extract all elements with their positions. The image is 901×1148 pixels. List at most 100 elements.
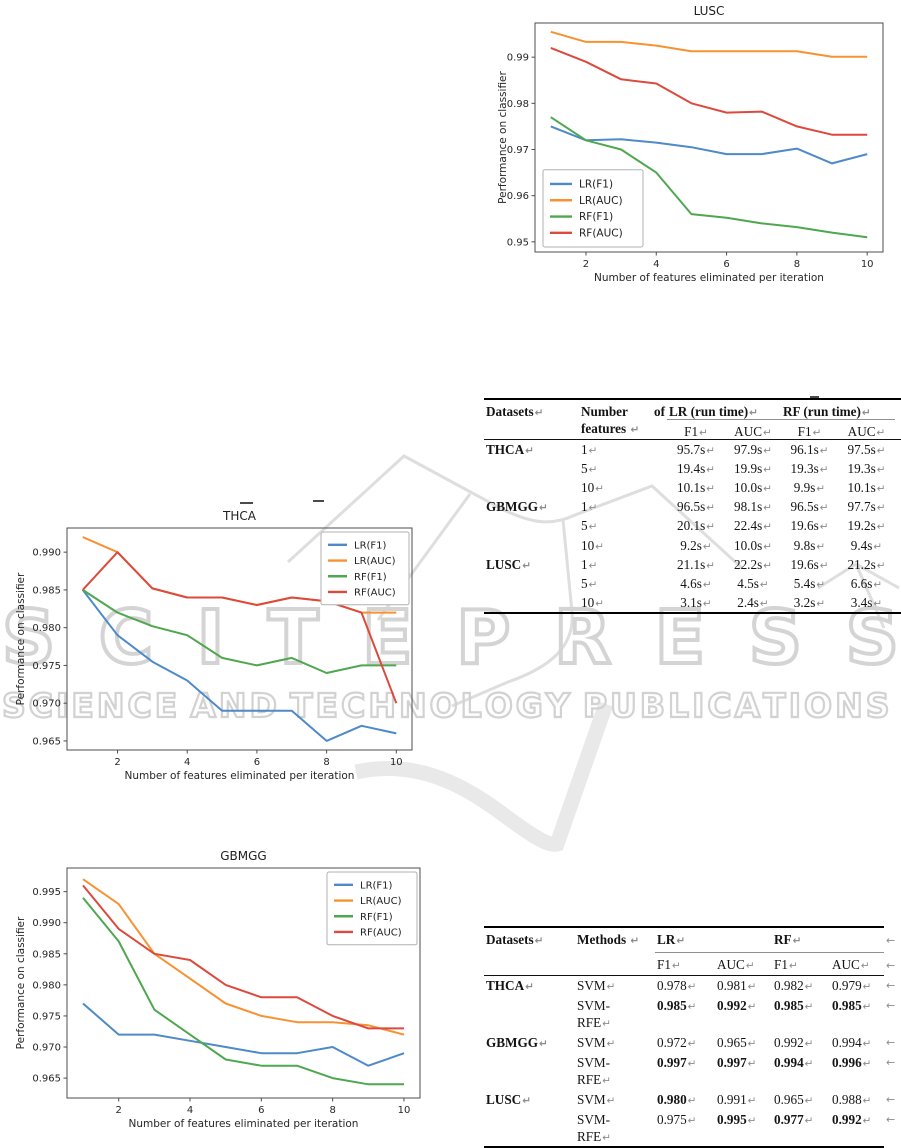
cell-value: 0.972↵ bbox=[657, 1034, 697, 1050]
pilcrow-mark: ↵ bbox=[804, 1037, 814, 1050]
series-LR(F1) bbox=[550, 125, 868, 165]
subheader-auc-1: AUC↵ bbox=[734, 424, 772, 439]
chart-gbmgg: GBMGG 0.965 0.970 0.975 0.980 0.985 0.990 0.995… bbox=[15, 849, 421, 1130]
y-tick-label: 0.975 bbox=[32, 1011, 61, 1022]
pilcrow-mark: ↵ bbox=[763, 559, 773, 572]
table-row: LUSC↵ SVM↵ 0.980↵ 0.991↵ 0.965↵ 0.988↵ ← bbox=[484, 1090, 899, 1110]
cell-dataset bbox=[484, 575, 579, 594]
x-tick-label: 8 bbox=[794, 259, 800, 270]
pilcrow-mark: ↵ bbox=[588, 463, 598, 476]
pilcrow-mark: ↵ bbox=[687, 981, 697, 994]
pilcrow-mark: ↵ bbox=[534, 407, 544, 419]
cell-value: 19.6s↵ bbox=[790, 556, 829, 572]
cell-value: 0.975↵ bbox=[657, 1111, 697, 1127]
x-tick-label: 2 bbox=[114, 757, 120, 768]
legend-label: LR(F1) bbox=[360, 880, 393, 891]
stray-mark bbox=[313, 500, 324, 502]
cell-value: 0.985↵ bbox=[774, 998, 814, 1014]
x-tick-label: 4 bbox=[653, 259, 659, 270]
header-group-rf: RF↵ bbox=[772, 928, 884, 953]
pilcrow-mark: ↵ bbox=[876, 559, 886, 572]
cell-value: 0.992↵ bbox=[774, 1034, 814, 1050]
pilcrow-mark: ↵ bbox=[539, 1037, 548, 1050]
x-tick-label: 8 bbox=[329, 1105, 335, 1116]
cell-dataset: LUSC↵ bbox=[486, 556, 531, 572]
pilcrow-mark: ↵ bbox=[804, 1114, 814, 1127]
cell-value: 4.5s↵ bbox=[737, 575, 769, 591]
cell-value: 0.981↵ bbox=[717, 978, 757, 994]
pilcrow-mark: ↵ bbox=[630, 424, 640, 437]
pilcrow-mark: ↵ bbox=[819, 463, 829, 476]
pilcrow-mark: ↵ bbox=[819, 502, 829, 515]
cell-value: 97.5s↵ bbox=[847, 441, 886, 457]
pilcrow-mark: ↵ bbox=[687, 1057, 697, 1070]
subheader-f1-0: F1↵ bbox=[657, 957, 681, 972]
table-top-rule bbox=[484, 926, 884, 928]
pilcrow-mark: ↵ bbox=[539, 502, 548, 515]
cell-value: 0.978↵ bbox=[657, 978, 697, 994]
legend-label: LR(AUC) bbox=[354, 556, 396, 567]
pilcrow-mark: ↵ bbox=[819, 559, 829, 572]
cell-value: 0.977↵ bbox=[774, 1111, 814, 1127]
stray-mark bbox=[240, 502, 253, 504]
pilcrow-mark: ↵ bbox=[630, 935, 640, 947]
cell-value: 0.997↵ bbox=[657, 1054, 697, 1070]
pilcrow-mark: ↵ bbox=[876, 427, 886, 439]
pilcrow-mark: ↵ bbox=[763, 521, 773, 534]
pilcrow-mark: ↵ bbox=[804, 1057, 814, 1070]
x-tick-label: 6 bbox=[723, 259, 729, 270]
cell-features: 1↵ bbox=[581, 441, 598, 457]
pilcrow-mark: ↵ bbox=[819, 521, 829, 534]
header-col2: Number of features ↵ bbox=[581, 404, 665, 437]
table-header: Datasets↵ Number of features ↵ LR (run tim… bbox=[484, 400, 901, 439]
pilcrow-mark: ↵ bbox=[606, 981, 616, 994]
pilcrow-mark: ↵ bbox=[534, 935, 544, 947]
cell-method: SVM↵ bbox=[577, 1034, 616, 1050]
x-tick-label: 10 bbox=[398, 1105, 411, 1116]
table-row: 5↵ 19.4s↵ 19.9s↵ 19.3s↵ 19.3s↵ bbox=[484, 459, 901, 478]
pilcrow-mark: ↵ bbox=[763, 463, 773, 476]
cell-value: 0.994↵ bbox=[832, 1034, 872, 1050]
pilcrow-mark: ↵ bbox=[876, 483, 886, 496]
cell-value: 19.9s↵ bbox=[733, 460, 773, 476]
chart-lusc: LUSC 0.95 0.96 0.97 0.98 0.99 2 4 6 8 10 Number of … bbox=[497, 4, 884, 284]
cell-dataset: THCA↵ bbox=[486, 441, 534, 457]
pilcrow-mark: ↵ bbox=[687, 1001, 697, 1014]
pilcrow-mark: ↵ bbox=[595, 597, 604, 610]
cell-value: 19.3s↵ bbox=[847, 460, 886, 476]
pilcrow-mark: ↵ bbox=[860, 960, 870, 972]
plot-border bbox=[66, 527, 413, 751]
cell-dataset bbox=[484, 460, 579, 479]
y-axis-label: Performance on classifier bbox=[15, 572, 27, 705]
cell-features: 1↵ bbox=[581, 499, 598, 515]
pilcrow-mark: ↵ bbox=[602, 1074, 611, 1087]
cell-method: SVM- RFE↵ bbox=[577, 1111, 611, 1144]
pilcrow-mark: ↵ bbox=[861, 407, 871, 419]
table-row: 10↵ 3.1s↵ 2.4s↵ 3.2s↵ 3.4s↵ bbox=[484, 593, 901, 612]
cell-value: 19.4s↵ bbox=[676, 460, 716, 476]
cell-dataset: GBMGG↵ bbox=[486, 499, 548, 515]
x-tick-label: 4 bbox=[187, 1105, 193, 1116]
cell-value: 3.2s↵ bbox=[793, 594, 826, 610]
pilcrow-mark: ↵ bbox=[759, 578, 769, 591]
table-row: LUSC↵ 1↵ 21.1s↵ 22.2s↵ 19.6s↵ 21.2s↵ bbox=[484, 555, 901, 574]
series-RF(AUC) bbox=[82, 884, 404, 1030]
y-tick-label: 0.970 bbox=[32, 1043, 61, 1054]
table-row: THCA↵ SVM↵ 0.978↵ 0.981↵ 0.982↵ 0.979↵ ← bbox=[484, 976, 899, 996]
cell-value: 6.6s↵ bbox=[850, 575, 883, 591]
cell-dataset bbox=[484, 537, 579, 556]
cell-value: 0.979↵ bbox=[832, 978, 872, 994]
legend-label: LR(AUC) bbox=[360, 896, 402, 907]
row-end-mark: ← bbox=[886, 1035, 896, 1049]
cell-dataset bbox=[484, 1112, 575, 1147]
series-LR(AUC) bbox=[550, 30, 868, 58]
pilcrow-mark: ↵ bbox=[816, 483, 826, 496]
comparison-table: Datasets↵ Methods ↵ LR↵ RF↵ ← F1↵ AUC↵ F1↵ AUC↵ ←… bbox=[484, 926, 899, 1148]
pilcrow-mark: ↵ bbox=[706, 483, 716, 496]
cell-value: 0.985↵ bbox=[657, 998, 697, 1014]
header-datasets: Datasets↵ bbox=[486, 404, 544, 419]
table-row: 5↵ 4.6s↵ 4.5s↵ 5.4s↵ 6.6s↵ bbox=[484, 574, 901, 593]
pilcrow-mark: ↵ bbox=[804, 1001, 814, 1014]
pilcrow-mark: ↵ bbox=[687, 1037, 697, 1050]
pilcrow-mark: ↵ bbox=[676, 935, 686, 947]
